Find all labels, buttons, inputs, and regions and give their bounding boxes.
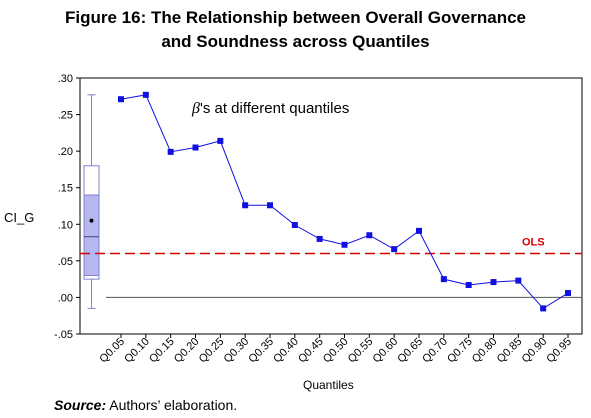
data-point xyxy=(416,227,422,234)
figure-title-line1: Figure 16: The Relationship between Over… xyxy=(64,8,527,27)
source-label: Source: xyxy=(54,397,107,413)
data-point xyxy=(242,202,249,209)
x-tick-label: Q0.60 xyxy=(371,336,401,366)
y-tick-label: .00 xyxy=(58,292,73,304)
data-point xyxy=(341,241,348,248)
data-point xyxy=(440,276,447,283)
data-point xyxy=(267,202,273,209)
data-point xyxy=(167,148,174,155)
data-point xyxy=(391,246,398,253)
y-tick-label: -.05 xyxy=(54,329,73,341)
chart-inner-title-rest: 's at different quantiles xyxy=(200,100,349,117)
x-tick-label: Q0.25 xyxy=(197,336,227,366)
x-tick-label: Q0.70 xyxy=(420,336,450,366)
x-tick-label: Q0.75 xyxy=(445,336,475,366)
y-axis-label: CI_G xyxy=(4,210,34,225)
chart-marks: OLS xyxy=(80,91,582,312)
boxplot xyxy=(83,94,100,309)
data-point xyxy=(465,281,472,288)
data-point xyxy=(142,91,149,98)
x-tick-label: Q0.30 xyxy=(222,336,252,366)
ols-label: OLS xyxy=(522,237,545,249)
x-tick-label: Q0.55 xyxy=(346,336,376,366)
y-tick-label: .10 xyxy=(58,219,73,231)
source-note: Source: Authors’ elaboration. xyxy=(54,397,237,413)
x-tick-label: Q0.35 xyxy=(246,336,276,366)
data-point xyxy=(565,290,571,297)
y-tick-label: .15 xyxy=(58,183,73,195)
x-axis-label: Quantiles xyxy=(303,378,354,392)
data-point xyxy=(217,137,224,144)
x-tick-label: Q0.45 xyxy=(296,336,326,366)
source-text: Authors’ elaboration. xyxy=(106,397,238,413)
boxplot-mean-dot xyxy=(89,218,94,223)
x-tick-label: Q0.65 xyxy=(395,336,425,366)
x-tick-label: Q0.50 xyxy=(321,336,351,366)
x-tick-label: Q0.05 xyxy=(97,336,127,366)
data-point xyxy=(192,144,199,151)
y-tick-label: .30 xyxy=(58,73,73,85)
data-point xyxy=(118,96,124,103)
y-tick-label: .05 xyxy=(58,256,73,268)
chart-inner-title: β's at different quantiles xyxy=(191,100,349,117)
plot-frame xyxy=(79,77,583,335)
data-point xyxy=(490,279,497,286)
data-point xyxy=(540,305,547,312)
beta-symbol: β xyxy=(191,100,200,117)
data-point xyxy=(515,277,522,284)
x-tick-label: Q0.85 xyxy=(495,336,525,366)
series-line xyxy=(120,94,569,310)
x-tick-label: Q0.40 xyxy=(271,336,301,366)
x-tick-label: Q0.80 xyxy=(470,336,500,366)
boxplot-ci-band xyxy=(83,194,100,276)
data-point xyxy=(291,222,298,229)
figure-title-line2: and Soundness across Quantiles xyxy=(161,32,430,51)
x-tick-label: Q0.20 xyxy=(172,336,202,366)
y-tick-label: .25 xyxy=(58,110,73,122)
y-tick-label: .20 xyxy=(58,146,73,158)
x-tick-label: Q0.10 xyxy=(122,336,152,366)
data-point xyxy=(316,235,323,242)
x-tick-label: Q0.95 xyxy=(544,336,574,366)
x-tick-label: Q0.90 xyxy=(520,336,550,366)
x-tick-label: Q0.15 xyxy=(147,336,177,366)
data-point xyxy=(366,232,373,239)
